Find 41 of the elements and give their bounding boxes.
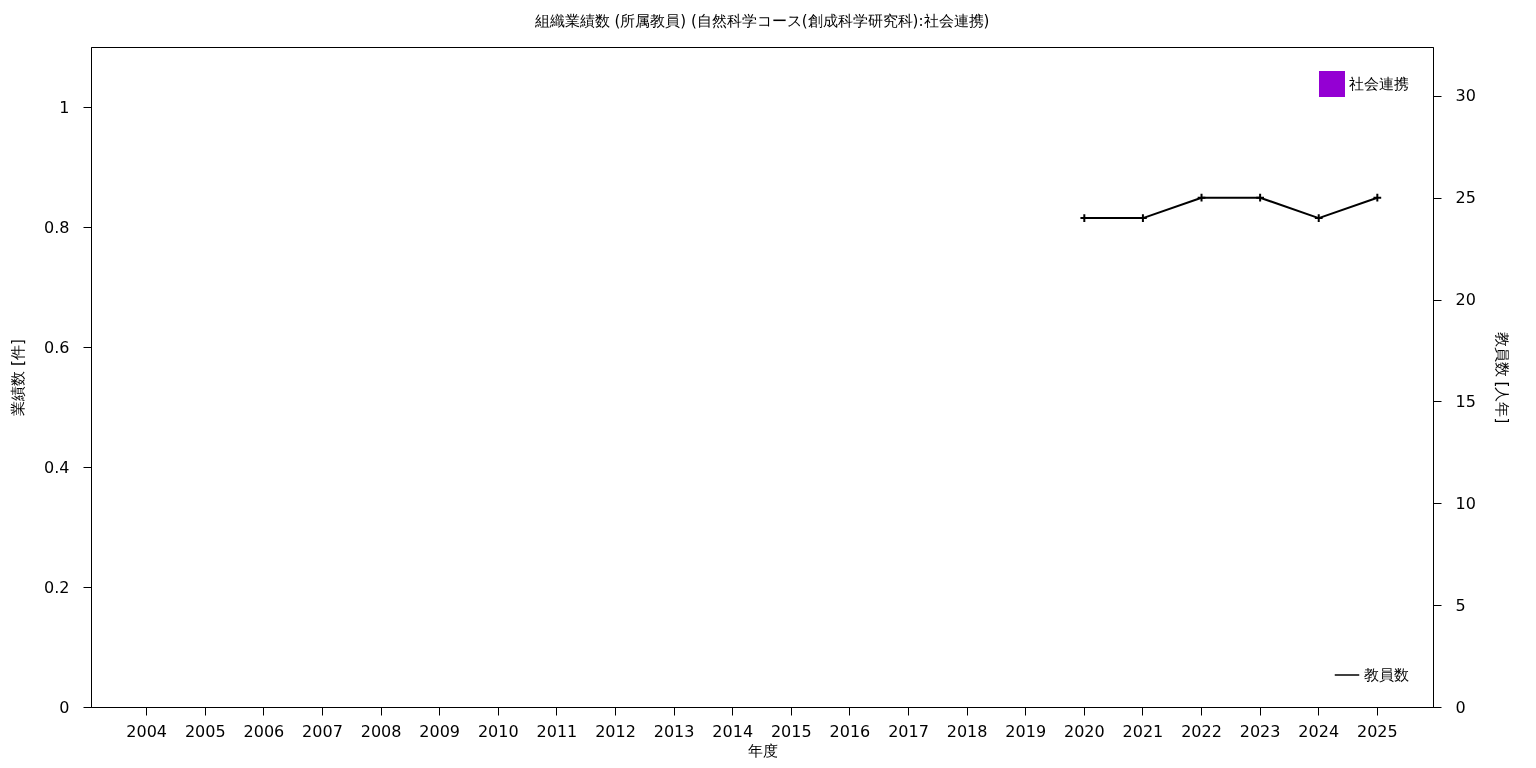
y2-tick-label: 10 [1455, 493, 1476, 513]
x-tick-label: 2017 [888, 721, 929, 741]
x-tick-label: 2016 [829, 721, 871, 741]
y-tick-label: 0 [59, 697, 70, 717]
y-tick-label: 0.4 [44, 457, 70, 477]
x-tick-label: 2012 [595, 721, 636, 741]
x-tick-label: 2005 [184, 721, 226, 741]
y2-axis-title: 教員数 [人年] [1492, 331, 1511, 424]
x-tick-label: 2019 [1005, 721, 1047, 741]
y-axis-title: 業績数 [件] [9, 339, 28, 416]
x-tick-label: 2025 [1356, 721, 1398, 741]
y2-tick-label: 30 [1455, 86, 1476, 106]
x-tick-label: 2014 [712, 721, 754, 741]
x-tick-label: 2018 [946, 721, 988, 741]
x-tick-label: 2008 [360, 721, 402, 741]
x-tick-label: 2004 [126, 721, 168, 741]
x-tick-label: 2006 [243, 721, 285, 741]
y-tick-label: 0.2 [44, 577, 70, 597]
y2-tick-label: 5 [1455, 595, 1466, 615]
x-tick-label: 2015 [770, 721, 812, 741]
x-tick-label: 2023 [1239, 721, 1281, 741]
chart-title: 組織業績数 (所属教員) (自然科学コース(創成科学研究科):社会連携) [533, 12, 990, 30]
y2-tick-label: 25 [1455, 188, 1476, 208]
x-tick-label: 2011 [536, 721, 578, 741]
x-axis-title: 年度 [747, 741, 778, 760]
x-tick-label: 2009 [419, 721, 461, 741]
x-tick-label: 2024 [1298, 721, 1340, 741]
y2-tick-label: 20 [1455, 290, 1476, 310]
y-tick-label: 0.8 [44, 217, 70, 237]
x-tick-label: 2022 [1181, 721, 1222, 741]
x-tick-label: 2010 [477, 721, 519, 741]
legend-label: 社会連携 [1349, 75, 1409, 93]
x-tick-label: 2013 [653, 721, 695, 741]
y-tick-label: 0.6 [44, 337, 70, 357]
x-tick-label: 2007 [302, 721, 343, 741]
y2-tick-label: 15 [1455, 391, 1476, 411]
x-tick-label: 2020 [1063, 721, 1105, 741]
x-tick-label: 2021 [1122, 721, 1164, 741]
y-tick-label: 1 [59, 97, 70, 117]
y2-tick-label: 0 [1455, 697, 1466, 717]
legend-label: 教員数 [1364, 666, 1409, 684]
